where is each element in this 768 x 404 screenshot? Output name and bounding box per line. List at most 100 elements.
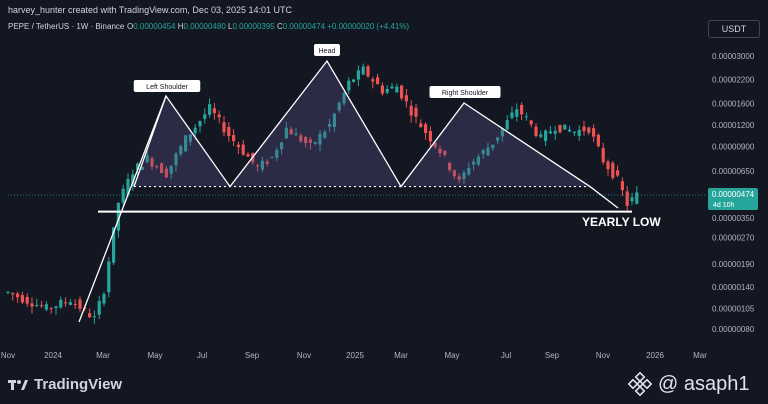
price-tick-label: 0.00000650 [712, 167, 755, 176]
candle-body [553, 130, 557, 134]
candle-body [35, 305, 39, 307]
candle-body [265, 161, 269, 164]
price-tick-label: 0.00000080 [712, 325, 755, 334]
candle-body [59, 299, 63, 308]
candle-body [232, 135, 236, 142]
time-tick-label: Jul [197, 351, 207, 360]
candle-body [145, 155, 149, 163]
price-tick-label: 0.00001600 [712, 99, 755, 108]
high-value: 0.00000480 [183, 22, 226, 31]
author-handle: @ asaph1 [658, 372, 750, 395]
candle-body [140, 166, 144, 171]
currency-button[interactable]: USDT [708, 20, 760, 38]
time-tick-label: May [444, 351, 459, 360]
time-tick-label: Mar [693, 351, 707, 360]
credit-text: harvey_hunter created with TradingView.c… [8, 5, 292, 15]
candle-body [323, 131, 327, 138]
time-tick-label: 2024 [44, 351, 62, 360]
high-label: H [177, 22, 184, 31]
candle-body [270, 156, 274, 158]
candle-body [179, 146, 183, 155]
candle-body [328, 123, 332, 127]
candle-body [472, 161, 476, 165]
author-watermark: @ asaph1 [628, 372, 749, 396]
candle-body [107, 261, 111, 293]
close-label: C [276, 22, 283, 31]
open-value: 0.00000454 [133, 22, 176, 31]
tradingview-logo[interactable]: TradingView [8, 376, 122, 393]
candle-body [635, 192, 639, 204]
ohlc-values: O0.00000454 H0.00000480 L0.00000395 C0.0… [127, 22, 409, 31]
price-tick-label: 0.00000900 [712, 143, 755, 152]
candle-body [385, 88, 389, 93]
candle-body [299, 135, 303, 142]
breakdown-line [589, 186, 619, 209]
candle-body [414, 107, 418, 117]
candle-body [20, 295, 24, 303]
candle-body [68, 302, 72, 305]
candle-body [88, 313, 92, 318]
candle-body [203, 114, 207, 119]
candle-body [304, 137, 308, 144]
left-shoulder-label: Left Shoulder [146, 84, 188, 91]
candle-body [208, 104, 212, 115]
candle-body [539, 134, 543, 137]
candle-body [102, 294, 106, 304]
candle-body [136, 163, 140, 170]
time-tick-label: 2025 [346, 351, 364, 360]
candle-body [457, 176, 461, 180]
candle-body [366, 66, 370, 77]
candle-body [116, 202, 120, 231]
footer: TradingView @ asaph1 [0, 366, 768, 404]
candle-body [361, 66, 365, 75]
candle-body [438, 148, 442, 154]
candle-body [352, 79, 356, 82]
price-badge [708, 187, 758, 210]
candle-body [467, 167, 471, 175]
price-tick-label: 0.00000105 [712, 305, 755, 314]
candle-body [44, 304, 48, 310]
candle-body [64, 302, 68, 304]
candle-body [11, 292, 15, 295]
symbol-name[interactable]: PEPE / TetherUS · 1W · Binance [8, 22, 125, 31]
price-tick-label: 0.00001200 [712, 121, 755, 130]
price-tick-label: 0.00000190 [712, 260, 755, 269]
candle-body [596, 134, 600, 147]
countdown-label: 4d 10h [713, 202, 735, 209]
candle-body [625, 191, 629, 206]
candle-body [347, 80, 351, 91]
candle-body [188, 134, 192, 142]
candle-body [280, 142, 284, 150]
candle-body [515, 109, 519, 117]
right-shoulder-label-box [429, 86, 501, 98]
close-value: 0.00000474 [282, 22, 326, 31]
candle-body [529, 120, 533, 125]
candle-body [505, 120, 509, 130]
candle-body [520, 104, 524, 115]
candle-body [587, 127, 591, 133]
time-tick-label: Nov [1, 351, 15, 360]
time-tick-label: Mar [394, 351, 408, 360]
price-chart[interactable]: 0.00003000 0.00002200 0.00001600 0.00001200… [0, 0, 768, 366]
candle-body [380, 85, 384, 94]
candle-body [500, 128, 504, 137]
candle-body [131, 174, 135, 187]
candle-body [78, 299, 82, 309]
candle-body [419, 123, 423, 128]
candle-body [92, 316, 96, 318]
candle-body [409, 105, 413, 116]
candle-body [184, 135, 188, 152]
candle-body [563, 124, 567, 130]
yearly-low-label: YEARLY LOW [582, 215, 661, 229]
time-tick-label: Sep [245, 351, 260, 360]
candle-body [241, 144, 245, 155]
candle-body [25, 296, 29, 304]
candle-body [606, 161, 610, 170]
candle-body [164, 168, 168, 178]
candle-body [601, 148, 605, 163]
candle-body [150, 158, 154, 167]
time-tick-label: Nov [297, 351, 311, 360]
candle-body [376, 77, 380, 85]
candle-body [356, 70, 360, 80]
candle-body [481, 150, 485, 154]
